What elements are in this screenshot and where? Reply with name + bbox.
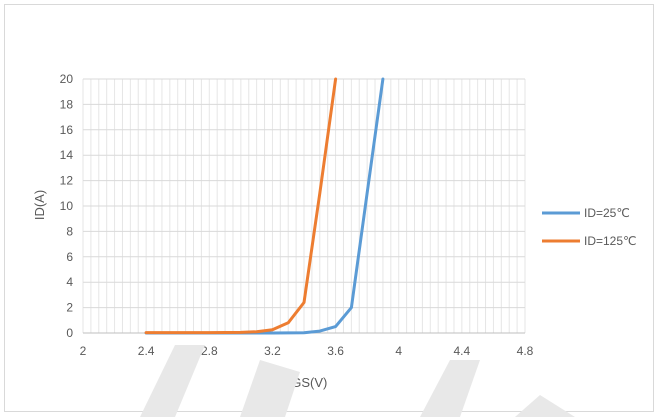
legend-label-1: ID=25℃ (584, 206, 630, 220)
y-tick-label: 20 (60, 72, 74, 86)
x-tick-label: 2 (80, 344, 87, 358)
x-tick-label: 3.6 (327, 344, 344, 358)
y-tick-label: 12 (60, 174, 74, 188)
y-tick-label: 2 (66, 301, 73, 315)
y-tick-label: 4 (66, 275, 73, 289)
chart-area: 0 2 4 6 8 10 12 14 16 18 20 2 2.4 2.8 3.2 3.6 4 4.4 4.8 ID… (4, 4, 654, 412)
series-line-2 (144, 77, 338, 335)
y-axis-title: ID(A) (32, 190, 47, 220)
x-tick-label: 2.4 (138, 344, 155, 358)
y-tick-label: 14 (60, 148, 74, 162)
y-tick-label: 18 (60, 97, 74, 111)
grid (82, 78, 526, 334)
legend-label-2: ID=125℃ (584, 234, 637, 248)
x-tick-label: 2.8 (201, 344, 218, 358)
series-lines (144, 77, 385, 335)
y-tick-label: 8 (66, 224, 73, 238)
x-tick-label: 4.4 (454, 344, 471, 358)
y-tick-label: 10 (60, 199, 74, 213)
y-tick-label: 0 (66, 326, 73, 340)
y-tick-label: 16 (60, 123, 74, 137)
x-tick-label: 3.2 (264, 344, 281, 358)
legend: ID=25℃ ID=125℃ (542, 206, 637, 248)
x-tick-label: 4 (395, 344, 402, 358)
y-tick-label: 6 (66, 250, 73, 264)
x-axis-title: VGS(V) (283, 375, 328, 390)
x-tick-label: 4.8 (517, 344, 534, 358)
